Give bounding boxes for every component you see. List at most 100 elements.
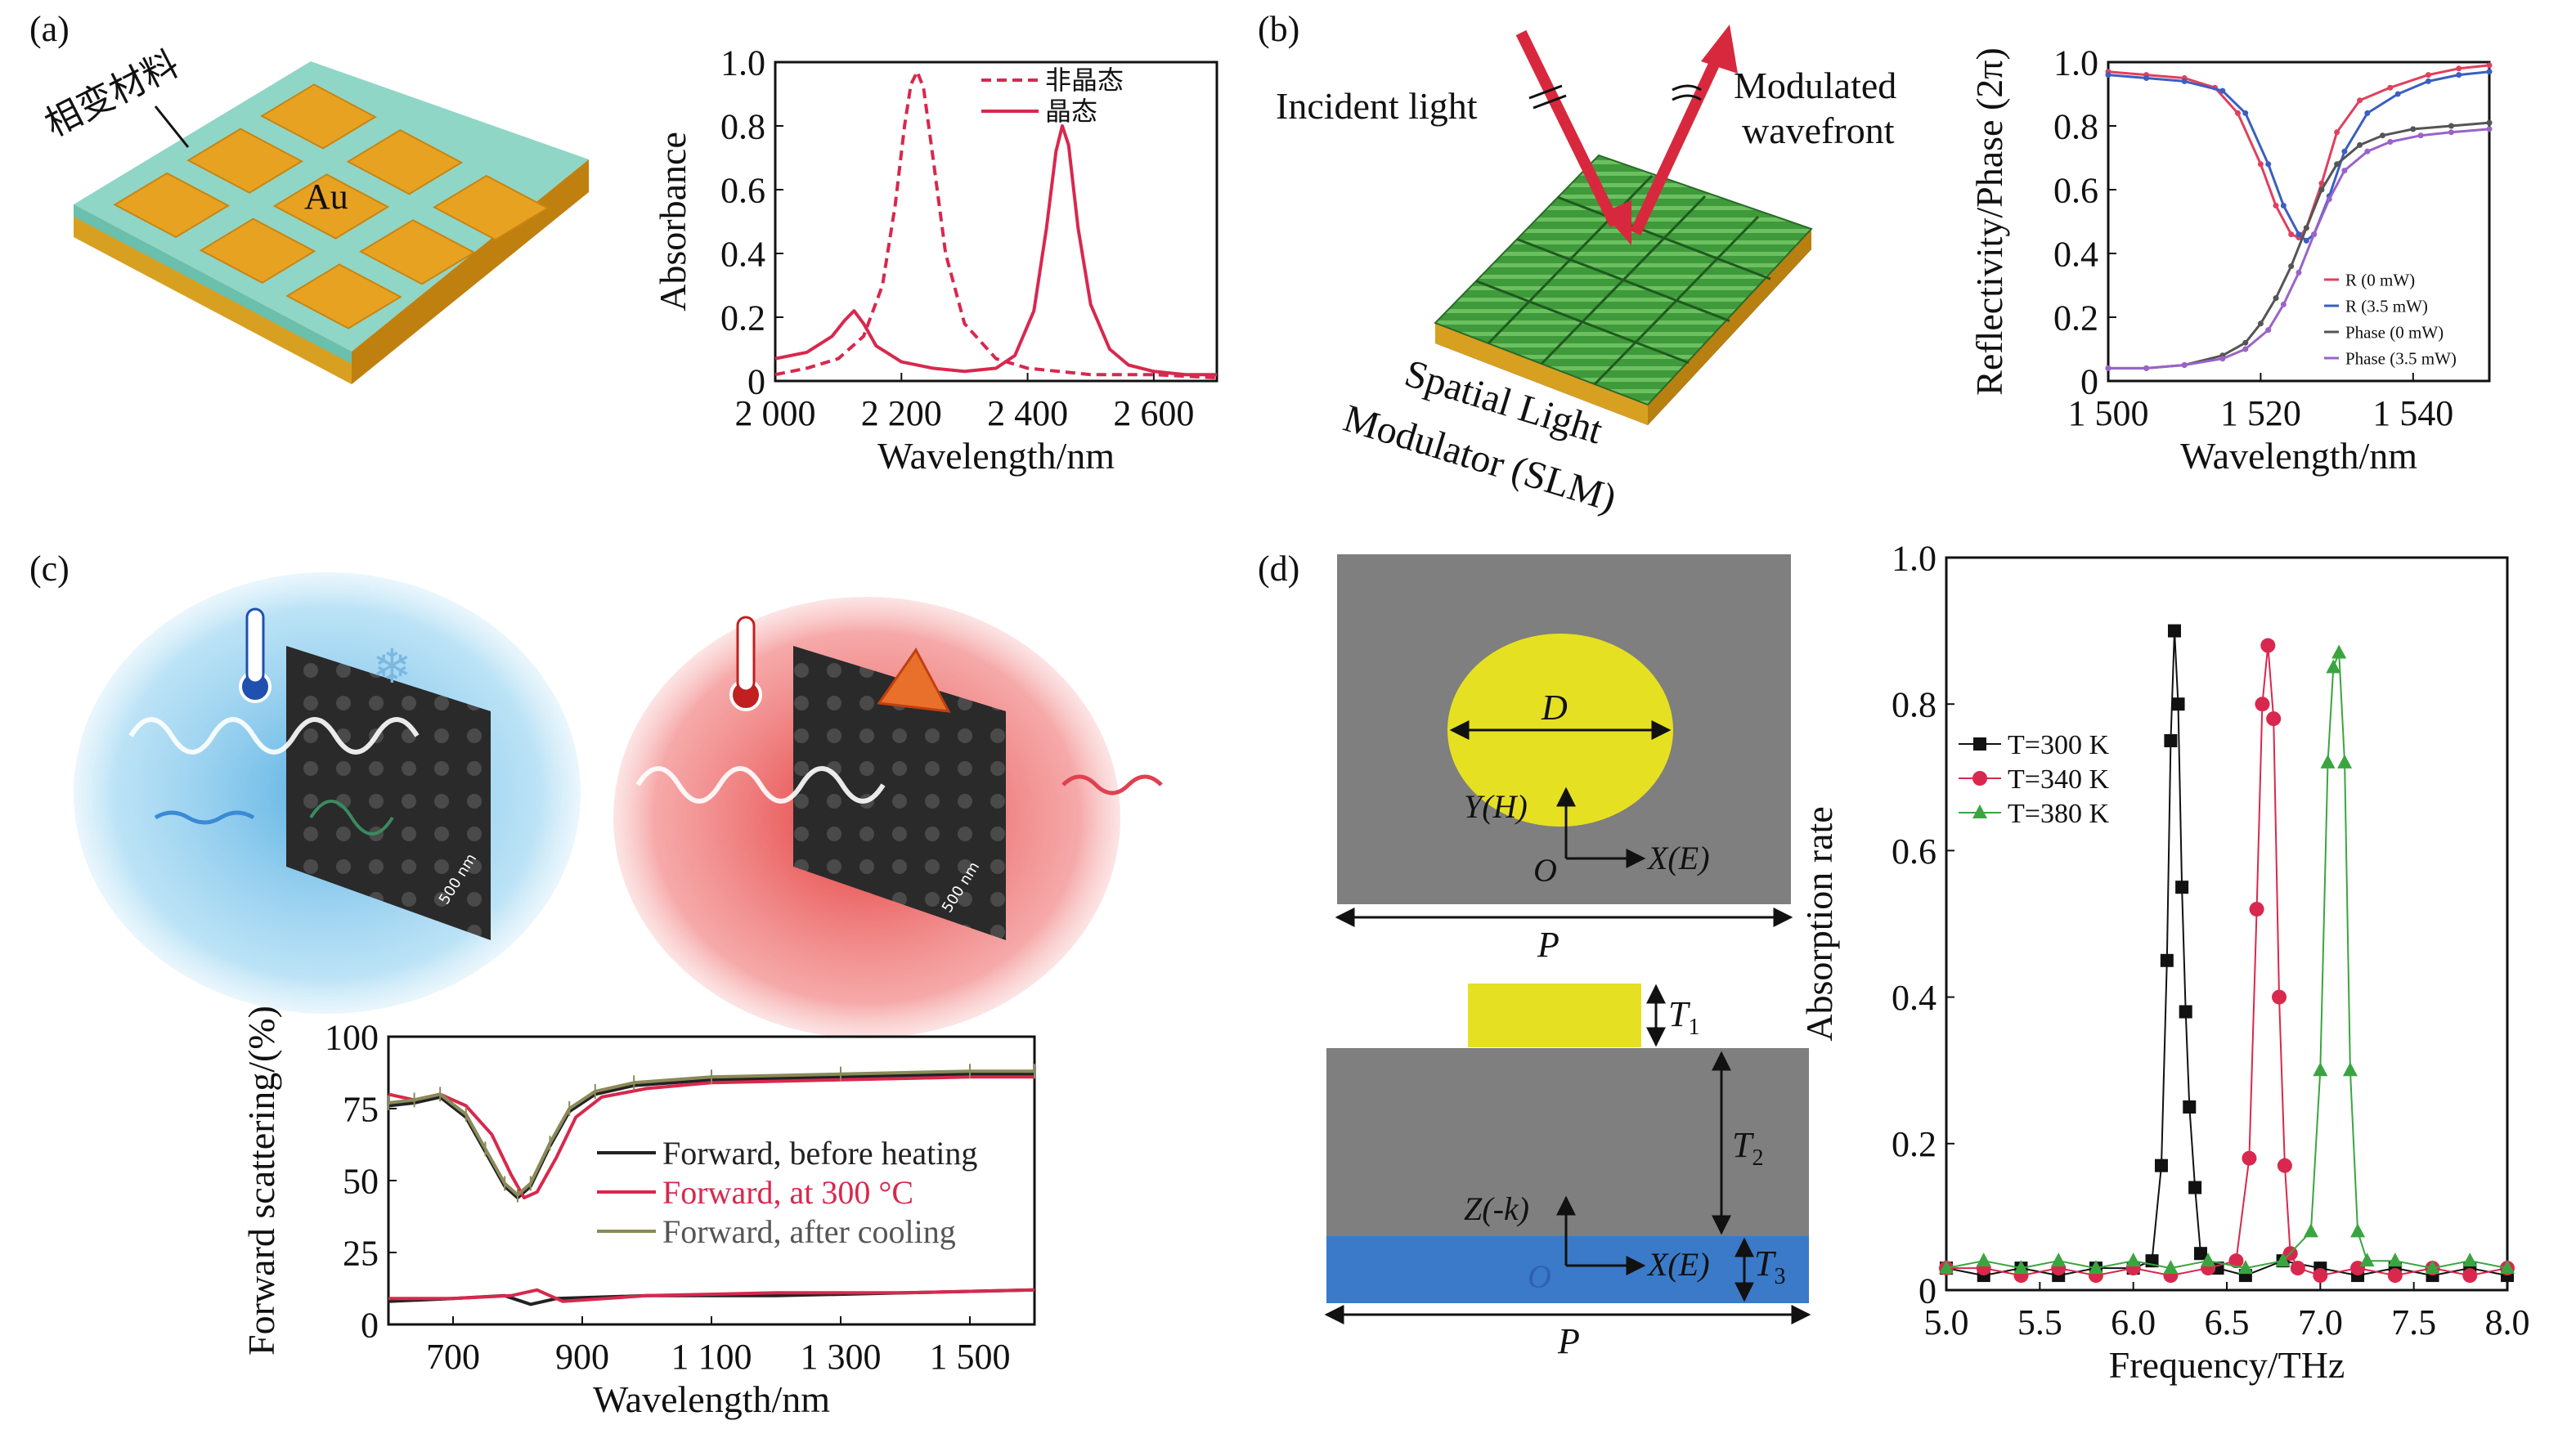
material-label: 相变材料 <box>38 43 186 145</box>
au-square-grid <box>113 83 550 329</box>
incident-label: Incident light <box>1276 85 1478 127</box>
hot-thermometer-stem <box>736 616 756 692</box>
x-axis-title: Wavelength/nm <box>2180 435 2417 477</box>
panel-d: (d) D Y(H) X(E) O P T1 T2 T3 Z(-k) X(E) … <box>1258 538 2530 1385</box>
series-line <box>2107 64 2490 239</box>
x-tick-label: 1 540 <box>2372 393 2453 433</box>
series-line <box>388 1069 1034 1197</box>
legend-marker <box>1972 804 1987 818</box>
x-tick-label: 1 300 <box>801 1337 882 1377</box>
series-marker <box>2164 734 2178 747</box>
period-label-side: P <box>1557 1321 1580 1361</box>
series-marker <box>2313 1268 2328 1284</box>
series-point <box>2394 91 2401 97</box>
legend-entry: Phase (3.5 mW) <box>2345 348 2457 368</box>
series-marker <box>2242 1150 2257 1166</box>
y-tick-label: 0.6 <box>720 170 765 210</box>
series-line <box>2108 128 2490 370</box>
au-square <box>186 128 303 194</box>
series-point <box>2334 129 2340 136</box>
legend-entry: R (0 mW) <box>2345 270 2415 289</box>
series-marker <box>2154 1158 2168 1172</box>
au-square <box>272 173 390 240</box>
y-tick-label: 0 <box>1919 1270 1936 1311</box>
legend-entry: Forward, at 300 °C <box>662 1174 913 1211</box>
flame-icon <box>877 648 951 713</box>
y-tick-label: 1.0 <box>1892 538 1936 578</box>
series-point <box>2334 161 2340 168</box>
panel-a-label: (a) <box>29 9 70 49</box>
y-tick-label: 100 <box>325 1017 379 1057</box>
series-point <box>2257 320 2264 327</box>
legend-entry: Phase (0 mW) <box>2345 322 2444 342</box>
slm-layer-gold <box>1435 323 1648 425</box>
au-square <box>113 172 231 239</box>
hot-transmitted-wave <box>1061 774 1163 795</box>
series-marker <box>2051 1253 2067 1267</box>
series-marker <box>2387 1253 2403 1267</box>
legend-entry: Forward, before heating <box>662 1135 977 1172</box>
series-marker <box>2175 881 2189 894</box>
series-point <box>2105 365 2112 371</box>
series-point <box>2273 203 2279 208</box>
y-tick-label: 0.4 <box>720 234 765 274</box>
series-marker <box>2342 1062 2358 1077</box>
panel-b: (b) Incident light Modulated wavefront S… <box>1258 9 2493 520</box>
series-marker <box>2088 1260 2103 1275</box>
series-marker <box>2228 1253 2244 1269</box>
panel-d-label: (d) <box>1258 549 1299 589</box>
x-tick-label: 6.5 <box>2205 1302 2250 1342</box>
panel-c: (c) ❄ 500 nm 500 nm 700 900 1 100 1 300 1 50… <box>29 549 1163 1420</box>
legend-entry: 晶态 <box>1045 96 1097 126</box>
y-tick-label: 1.0 <box>2053 43 2098 83</box>
cold-transmitted-wave <box>309 800 394 836</box>
legend-entry: 非晶态 <box>1045 65 1124 95</box>
series-point <box>2288 263 2295 270</box>
legend-entry: R (3.5 mW) <box>2345 296 2428 316</box>
panel-b-label: (b) <box>1258 9 1299 49</box>
series-point <box>2364 148 2371 155</box>
series-marker <box>2163 1260 2179 1275</box>
series-point <box>2410 126 2417 132</box>
series-point <box>2387 139 2394 145</box>
series-point <box>2280 203 2287 208</box>
series-line <box>2108 121 2490 370</box>
au-square <box>285 263 402 329</box>
cold-reflected-wave <box>154 810 255 825</box>
series-point <box>2242 346 2249 352</box>
substrate-side-view <box>1326 1236 1809 1303</box>
series-marker <box>2387 1268 2403 1284</box>
x-axis-title: Wavelength/nm <box>593 1378 830 1420</box>
au-label: Au <box>304 177 348 217</box>
series-point <box>2341 148 2348 155</box>
legend-entry: T=300 K <box>2008 730 2109 760</box>
series-marker <box>2326 659 2341 674</box>
hot-incident-wave <box>635 766 886 804</box>
series-marker <box>2183 1100 2197 1114</box>
x-tick-label: 7.5 <box>2391 1302 2436 1342</box>
slab-side-green <box>74 204 352 364</box>
y-tick-label: 25 <box>343 1233 379 1273</box>
series-marker <box>2188 1181 2202 1194</box>
series-point <box>2326 196 2332 203</box>
x-tick-label: 1 500 <box>930 1337 1011 1377</box>
y-tick-label: 0 <box>747 361 765 401</box>
series-point <box>2456 65 2462 72</box>
x-axis-label-side: X(E) <box>1646 1246 1710 1283</box>
series-point <box>2280 301 2287 307</box>
series-marker <box>2331 644 2347 659</box>
snowflake-icon: ❄ <box>372 639 412 694</box>
legend-marker <box>1972 771 1987 786</box>
y-axis-label-top: Y(H) <box>1464 788 1528 825</box>
y-tick-label: 0.2 <box>1892 1124 1936 1164</box>
y-axis-title: Forward scattering/(%) <box>240 1006 282 1356</box>
series-point <box>2105 72 2112 78</box>
y-tick-label: 0 <box>361 1305 379 1345</box>
series-marker <box>2266 711 2282 727</box>
y-tick-label: 0.4 <box>1892 978 1936 1018</box>
series-point <box>2219 356 2226 362</box>
series-point <box>2486 126 2493 132</box>
series-marker <box>2201 1253 2216 1267</box>
legend-entry: Forward, after cooling <box>662 1213 956 1250</box>
y-tick-label: 0.8 <box>720 106 765 146</box>
